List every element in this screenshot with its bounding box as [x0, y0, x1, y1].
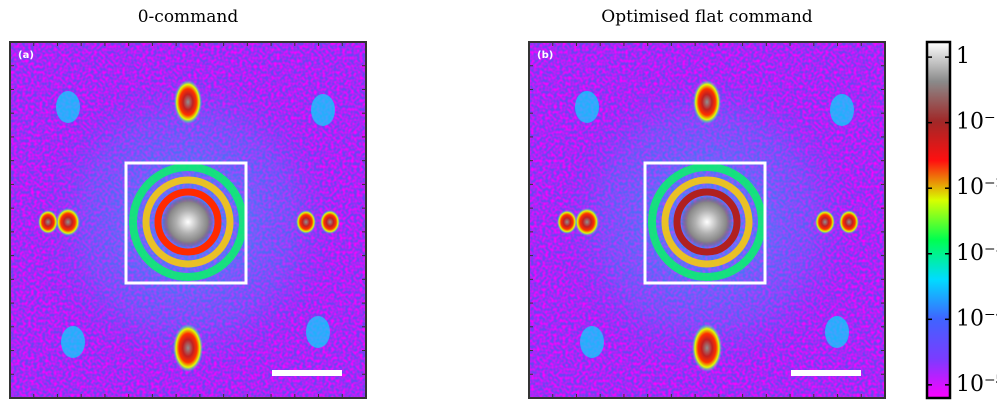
spot [173, 324, 203, 372]
side-spot [830, 94, 854, 126]
colorbar-tick-label: 10⁻¹ [956, 110, 997, 135]
spot [692, 324, 722, 372]
side-spot [580, 326, 604, 358]
spot [693, 80, 721, 124]
panel-label: (a) [18, 50, 34, 61]
colorbar-tick-label: 1 [956, 44, 970, 69]
spot [815, 210, 835, 234]
ring [129, 163, 247, 281]
panel-title: Optimised flat command [601, 7, 813, 27]
ring [673, 188, 741, 256]
spot [38, 210, 58, 234]
ring [661, 176, 753, 268]
colorbar-tick-label: 10⁻² [956, 175, 997, 200]
scale-bar [272, 370, 342, 376]
panel-image [10, 42, 366, 398]
spot [320, 210, 340, 234]
spot [575, 208, 599, 236]
zoom-box [643, 161, 767, 285]
zoom-box [124, 161, 248, 285]
ring [648, 163, 766, 281]
core [681, 196, 733, 248]
scale-bar [791, 370, 861, 376]
panel-image [529, 42, 885, 398]
side-spot [575, 91, 599, 123]
side-spot [825, 316, 849, 348]
frame [528, 41, 886, 399]
side-spot [56, 91, 80, 123]
colorbar-tick-label: 10⁻⁵ [956, 372, 997, 397]
ring [154, 188, 222, 256]
side-spot [311, 94, 335, 126]
colorbar-tick-label: 10⁻⁴ [956, 306, 997, 331]
colorbar-tick-label: 10⁻³ [956, 241, 997, 266]
core [162, 196, 214, 248]
ring [142, 176, 234, 268]
spot [174, 80, 202, 124]
spot [557, 210, 577, 234]
panel-title: 0-command [138, 7, 239, 27]
spot [839, 210, 859, 234]
colorbar [925, 40, 952, 400]
frame [9, 41, 367, 399]
spot [296, 210, 316, 234]
panel-label: (b) [537, 50, 553, 61]
spot [56, 208, 80, 236]
side-spot [61, 326, 85, 358]
side-spot [306, 316, 330, 348]
